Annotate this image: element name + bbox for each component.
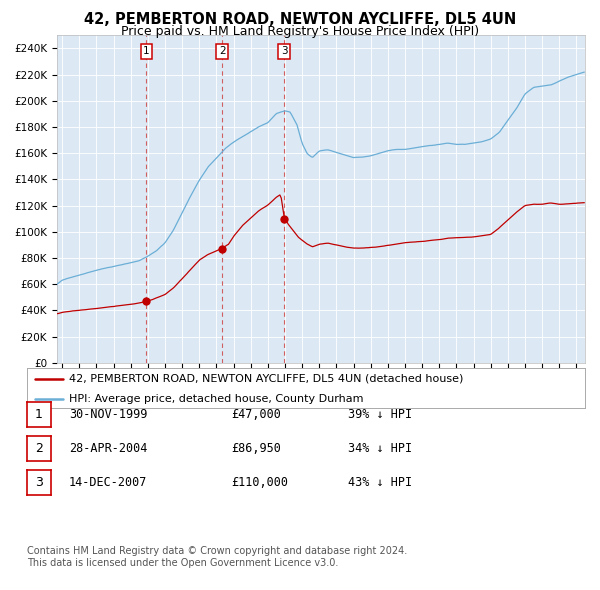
- Text: 28-APR-2004: 28-APR-2004: [69, 442, 148, 455]
- Text: £110,000: £110,000: [231, 476, 288, 489]
- Text: 1: 1: [35, 408, 43, 421]
- Text: 3: 3: [281, 46, 287, 56]
- Text: 14-DEC-2007: 14-DEC-2007: [69, 476, 148, 489]
- Text: 42, PEMBERTON ROAD, NEWTON AYCLIFFE, DL5 4UN: 42, PEMBERTON ROAD, NEWTON AYCLIFFE, DL5…: [84, 12, 516, 27]
- Text: 34% ↓ HPI: 34% ↓ HPI: [348, 442, 412, 455]
- Text: Price paid vs. HM Land Registry's House Price Index (HPI): Price paid vs. HM Land Registry's House …: [121, 25, 479, 38]
- Text: 42, PEMBERTON ROAD, NEWTON AYCLIFFE, DL5 4UN (detached house): 42, PEMBERTON ROAD, NEWTON AYCLIFFE, DL5…: [69, 374, 463, 384]
- Text: 1: 1: [143, 46, 150, 56]
- Text: £86,950: £86,950: [231, 442, 281, 455]
- Text: 30-NOV-1999: 30-NOV-1999: [69, 408, 148, 421]
- Text: This data is licensed under the Open Government Licence v3.0.: This data is licensed under the Open Gov…: [27, 558, 338, 568]
- Text: 39% ↓ HPI: 39% ↓ HPI: [348, 408, 412, 421]
- Text: 43% ↓ HPI: 43% ↓ HPI: [348, 476, 412, 489]
- Text: 2: 2: [35, 442, 43, 455]
- Text: 2: 2: [219, 46, 226, 56]
- Text: HPI: Average price, detached house, County Durham: HPI: Average price, detached house, Coun…: [69, 395, 364, 405]
- Text: 3: 3: [35, 476, 43, 489]
- Text: £47,000: £47,000: [231, 408, 281, 421]
- Text: Contains HM Land Registry data © Crown copyright and database right 2024.: Contains HM Land Registry data © Crown c…: [27, 546, 407, 556]
